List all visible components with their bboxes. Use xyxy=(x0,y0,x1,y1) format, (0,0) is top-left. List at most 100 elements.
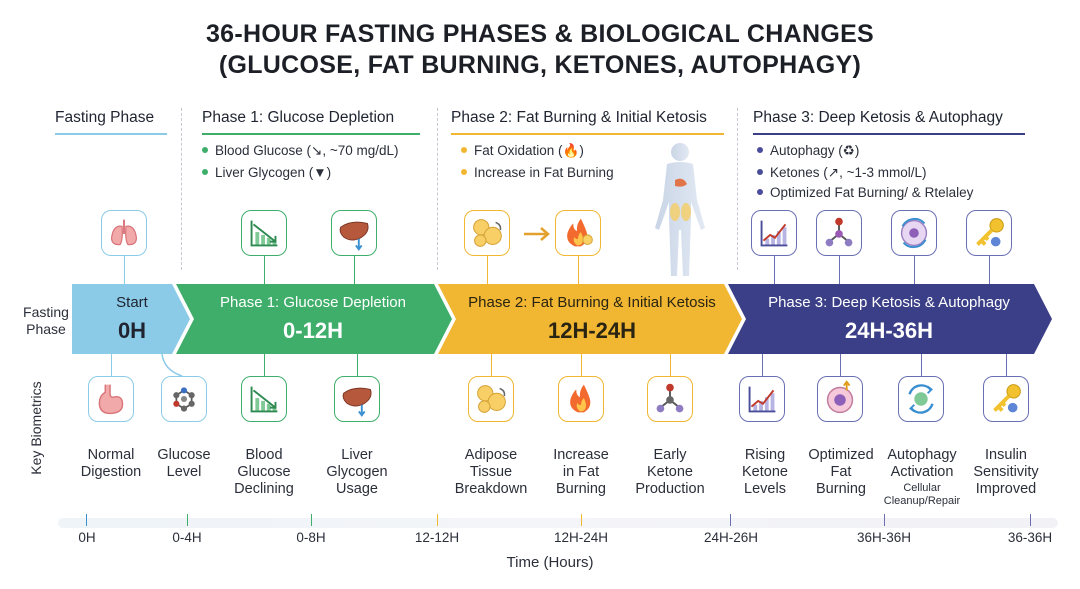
band-phase3-hours: 24H-36H xyxy=(844,318,934,343)
timeline-tick xyxy=(581,514,582,526)
fire-icon xyxy=(558,376,604,422)
timeline-tick xyxy=(311,514,312,526)
timeline-tick-label: 36-36H xyxy=(1007,530,1053,545)
connector xyxy=(578,256,579,284)
timeline-tick xyxy=(187,514,188,526)
connector xyxy=(354,256,355,284)
liver-icon xyxy=(331,210,377,256)
chart-down-icon xyxy=(241,210,287,256)
connector xyxy=(357,354,358,376)
key-icon xyxy=(983,376,1029,422)
bullet-item: Optimized Fat Burning/ & Rtelaley xyxy=(757,185,973,200)
band-phase3-label: Phase 3: Deep Ketosis & Autophagy xyxy=(768,294,1010,311)
timeline-axis-label: Time (Hours) xyxy=(506,554,594,571)
header-underline xyxy=(55,133,167,135)
connector xyxy=(491,354,492,376)
timeline-tick-label: 12H-24H xyxy=(553,530,609,545)
bullet-item: Blood Glucose (↘, ~70 mg/dL) xyxy=(202,143,399,159)
header-underline xyxy=(753,133,1025,135)
biometric-label: Insulin Sensitivity Improved xyxy=(973,447,1039,497)
band-start-hours: 0H xyxy=(117,318,147,343)
biometric-label: Glucose Level xyxy=(157,447,211,480)
band-start-label: Start xyxy=(116,294,148,311)
connector xyxy=(160,353,190,380)
connector xyxy=(1006,354,1007,376)
bullet-item: Increase in Fat Burning xyxy=(461,165,614,180)
header-phase2: Phase 2: Fat Burning & Initial Ketosis xyxy=(451,109,707,126)
phase-band xyxy=(72,284,1052,354)
timeline-tick xyxy=(86,514,87,526)
column-separator xyxy=(737,108,738,270)
glucose-molecule-icon xyxy=(161,376,207,422)
page-title: 36-HOUR FASTING PHASES & BIOLOGICAL CHAN… xyxy=(205,20,875,48)
biometric-label: Normal Digestion xyxy=(80,447,142,480)
biometric-label: Blood Glucose Declining xyxy=(234,447,294,497)
biometric-sublabel: Cleanup/Repair xyxy=(883,495,961,507)
chart-up-icon xyxy=(751,210,797,256)
biometric-label: Rising Ketone Levels xyxy=(742,447,788,497)
header-phase3: Phase 3: Deep Ketosis & Autophagy xyxy=(753,109,1003,126)
arrow-right-icon xyxy=(522,224,552,244)
connector xyxy=(111,354,112,376)
timeline-tick-label: 12-12H xyxy=(414,530,460,545)
fat-cells-icon xyxy=(468,376,514,422)
bullet-item: Ketones (↗, ~1-3 mmol/L) xyxy=(757,165,927,181)
bullet-item: Autophagy (♻) xyxy=(757,143,859,159)
header-fasting-phase: Fasting Phase xyxy=(55,109,155,126)
key-icon xyxy=(966,210,1012,256)
recycle-icon xyxy=(898,376,944,422)
timeline-tick xyxy=(884,514,885,526)
timeline-axis xyxy=(58,518,1058,528)
column-separator xyxy=(437,108,438,270)
biometric-label: Optimized Fat Burning xyxy=(808,447,874,497)
stomach-icon xyxy=(88,376,134,422)
chart-up-icon xyxy=(739,376,785,422)
fire-icon xyxy=(555,210,601,256)
band-phase1-label: Phase 1: Glucose Depletion xyxy=(220,294,406,311)
header-phase1: Phase 1: Glucose Depletion xyxy=(202,109,395,126)
header-underline xyxy=(451,133,724,135)
connector xyxy=(581,354,582,376)
connector xyxy=(124,256,125,284)
bullet-item: Liver Glycogen (▼) xyxy=(202,165,331,180)
timeline-tick-label: 0H xyxy=(78,530,96,545)
molecule-icon xyxy=(816,210,862,256)
connector xyxy=(670,354,671,376)
row-label-key-biometrics: Key Biometrics xyxy=(28,381,44,475)
row-label-line: Phase xyxy=(26,321,66,337)
column-separator xyxy=(181,108,182,270)
band-phase1-hours: 0-12H xyxy=(283,318,343,343)
connector xyxy=(264,354,265,376)
cell-icon xyxy=(817,376,863,422)
timeline-tick xyxy=(437,514,438,526)
connector xyxy=(487,256,488,284)
band-phase2-hours: 12H-24H xyxy=(547,318,637,343)
biometric-label: Early Ketone Production xyxy=(635,447,705,497)
connector xyxy=(921,354,922,376)
connector xyxy=(989,256,990,284)
biometric-label: Increase in Fat Burning xyxy=(553,447,609,497)
timeline-tick xyxy=(1030,514,1031,526)
connector xyxy=(762,354,763,376)
ketone-molecule-icon xyxy=(647,376,693,422)
liver-icon xyxy=(334,376,380,422)
timeline-tick-label: 0-8H xyxy=(296,530,326,545)
page-subtitle: (GLUCOSE, FAT BURNING, KETONES, AUTOPHAG… xyxy=(218,51,862,79)
band-phase2-label: Phase 2: Fat Burning & Initial Ketosis xyxy=(468,294,716,311)
timeline-tick xyxy=(730,514,731,526)
biometric-label: Adipose Tissue Breakdown xyxy=(454,447,528,497)
connector xyxy=(774,256,775,284)
biometric-sublabel: Cellular xyxy=(903,482,941,494)
row-label-line: Fasting xyxy=(23,304,69,320)
connector xyxy=(264,256,265,284)
connector xyxy=(839,256,840,284)
cell-recycle-icon xyxy=(891,210,937,256)
bullet-item: Fat Oxidation (🔥) xyxy=(461,143,584,159)
lungs-icon xyxy=(101,210,147,256)
chart-down-icon xyxy=(241,376,287,422)
biometric-label: Liver Glycogen Usage xyxy=(326,447,388,497)
row-label-fasting-phase: Fasting Phase xyxy=(20,304,72,338)
connector xyxy=(914,256,915,284)
timeline-tick-label: 24H-26H xyxy=(703,530,759,545)
connector xyxy=(840,354,841,376)
